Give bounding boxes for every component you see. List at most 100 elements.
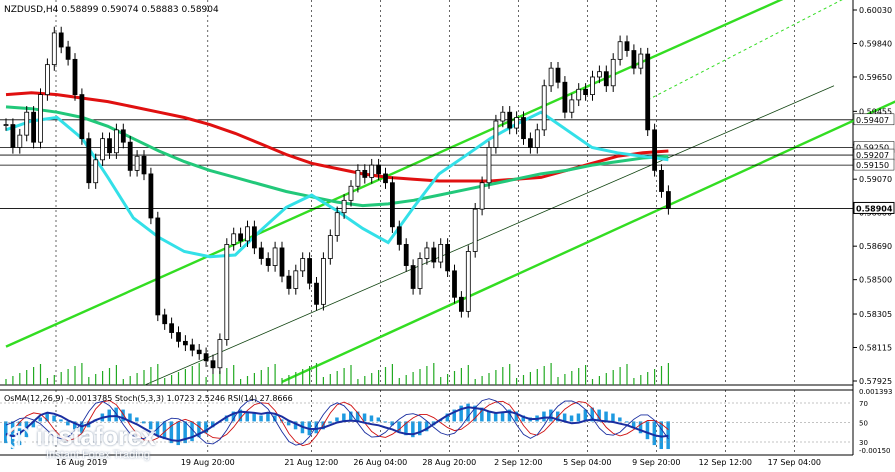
osma-bar (231, 411, 236, 422)
candle-body (169, 323, 175, 333)
stoch-main-line (5, 398, 669, 446)
candle-body (189, 344, 195, 351)
candle-body (486, 147, 492, 184)
osma-bar (128, 413, 132, 422)
candle-body (31, 111, 37, 143)
candle-body (265, 258, 271, 266)
osma-bar (390, 421, 394, 426)
candle-body (245, 226, 250, 242)
candle-body (272, 247, 278, 266)
candle-body (79, 94, 85, 140)
candle-body (120, 129, 126, 143)
level-tag (853, 201, 895, 214)
indicator-tick-label: 70 (859, 400, 868, 408)
osma-bar (38, 417, 42, 422)
candle-body (534, 129, 540, 148)
candle-body (258, 247, 264, 259)
candle-body (452, 270, 457, 298)
osma-bar (73, 421, 77, 430)
chart-title: NZDUSD,H4 0.58899 0.59074 0.58883 0.5890… (4, 5, 219, 15)
candle-body (224, 244, 230, 340)
candle-body (348, 185, 354, 201)
time-axis: 16 Aug 2019 19 Aug 20:00 21 Aug 12:00 26 Au… (56, 458, 821, 467)
osma-bar (638, 421, 643, 434)
candle-body (369, 164, 375, 178)
candle-body (182, 340, 188, 346)
candle-body (666, 191, 671, 209)
osma-bar (266, 413, 270, 422)
osma-bar (335, 417, 339, 422)
candle-body (17, 134, 23, 148)
candle-body (389, 182, 395, 228)
osma-bar (183, 421, 187, 444)
time-label: 28 Aug 20:00 (422, 458, 476, 467)
candle-body (314, 282, 319, 305)
candle-body (155, 217, 161, 316)
level-label: 0.59150 (856, 161, 889, 170)
candle-body (65, 46, 71, 60)
osma-bar (652, 421, 657, 446)
osma-bar (493, 413, 498, 422)
candle-body (431, 247, 437, 263)
time-label: 17 Sep 04:00 (768, 458, 821, 467)
time-label: 19 Aug 20:00 (181, 458, 235, 467)
indicator-header: OsMA(12,26,9) -0.0013785 Stoch(5,3,3) 1.… (4, 394, 293, 403)
candle-body (141, 155, 147, 175)
osma-bar (625, 421, 629, 423)
indicator-tick-label: 50 (859, 420, 868, 428)
osma-bar (459, 405, 463, 422)
candle-body (362, 169, 368, 178)
candle-body (465, 251, 471, 312)
osma-bar (376, 417, 381, 422)
osma-bar (590, 407, 594, 422)
price-tick-label: 0.58115 (859, 344, 892, 353)
candle-body (72, 58, 78, 95)
level-label: 0.59407 (856, 116, 889, 125)
candle-body (652, 129, 657, 171)
osma-bar (204, 421, 208, 434)
osma-bar (404, 421, 408, 436)
osma-bar (224, 415, 229, 422)
candle-body (659, 169, 664, 192)
candle-body (38, 94, 43, 143)
candle-body (548, 67, 554, 87)
osma-bar (487, 411, 491, 422)
channel-line-lower (281, 100, 895, 383)
indicator-panel: 0.001393 70 50 30-0.00150 (0, 388, 892, 455)
candle-body (93, 159, 99, 184)
candle-body (438, 244, 444, 263)
candle-body (134, 155, 140, 171)
osma-bar (114, 407, 118, 422)
osma-bar (362, 413, 367, 422)
candle-body (293, 270, 299, 289)
candle-body (569, 99, 575, 113)
candle-body (403, 244, 409, 266)
osma-bar (521, 415, 525, 422)
price-tick-label: 0.57925 (859, 377, 892, 386)
osma-bar (176, 421, 180, 446)
price-tick-label: 0.59070 (859, 175, 892, 184)
candle-body (603, 71, 609, 87)
candle-body (107, 138, 112, 154)
time-label: 5 Sep 04:00 (563, 458, 611, 467)
osma-bar (355, 411, 360, 422)
candle-body (424, 247, 430, 259)
time-label: 2 Sep 12:00 (494, 458, 542, 467)
osma-bar (659, 421, 663, 450)
candle-body (162, 314, 168, 325)
volume-layer (5, 363, 670, 385)
candle-body (231, 233, 237, 245)
candle-body (196, 349, 202, 355)
osma-bar (411, 421, 415, 438)
osma-bar (569, 415, 574, 422)
candle-body (617, 41, 623, 60)
price-tick-label: 0.59650 (859, 73, 892, 82)
osma-bar (293, 421, 298, 430)
candle-body (383, 173, 388, 184)
level-tag (853, 158, 895, 171)
watermark-logo-text: instaforex (36, 421, 156, 451)
candle-body (514, 117, 519, 129)
osma-bar (631, 421, 636, 428)
candle-body (45, 64, 50, 95)
osma-bar (211, 421, 215, 428)
